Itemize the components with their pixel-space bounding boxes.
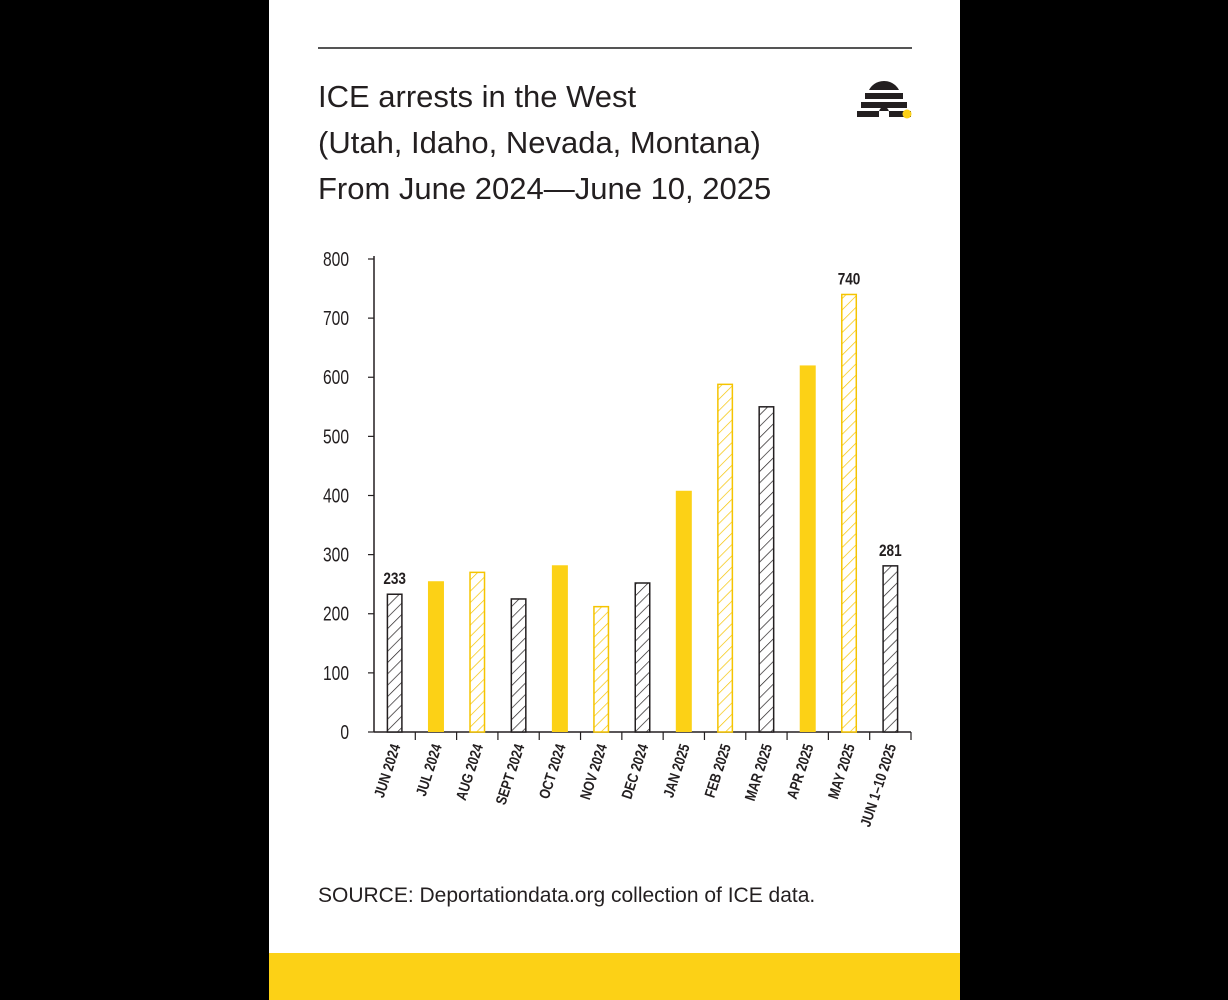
x-tick-label: JUL 2024 — [413, 742, 445, 799]
y-tick-label: 400 — [323, 485, 349, 507]
footer-band — [269, 953, 960, 1000]
x-tick-label: JAN 2025 — [660, 742, 693, 800]
bar — [882, 565, 899, 733]
x-tick-label: SEPT 2024 — [493, 742, 528, 807]
x-tick-label: MAY 2025 — [825, 742, 858, 801]
x-tick-label: AUG 2024 — [453, 742, 487, 803]
bar — [758, 406, 775, 733]
source-note: SOURCE: Deportationdata.org collection o… — [318, 884, 816, 907]
x-tick-label: DEC 2024 — [618, 742, 651, 801]
chart-title: ICE arrests in the West (Utah, Idaho, Ne… — [318, 74, 838, 212]
title-line-3: From June 2024—June 10, 2025 — [318, 171, 772, 206]
bar — [593, 605, 610, 733]
title-line-1: ICE arrests in the West — [318, 79, 637, 114]
beehive-icon — [857, 81, 912, 119]
x-tick-label: JUN 2024 — [371, 742, 404, 800]
x-tick-label: OCT 2024 — [536, 742, 569, 801]
x-tick-label: MAR 2025 — [742, 742, 776, 803]
top-rule — [318, 47, 912, 49]
x-tick-label: APR 2025 — [784, 742, 817, 801]
y-tick-label: 600 — [323, 366, 349, 388]
bar — [675, 490, 692, 732]
bar — [717, 383, 734, 733]
y-tick-label: 700 — [323, 307, 349, 329]
y-tick-label: 100 — [323, 662, 349, 684]
chart-card: ICE arrests in the West (Utah, Idaho, Ne… — [269, 0, 960, 1000]
data-label: 233 — [383, 570, 406, 589]
bar — [634, 582, 651, 733]
y-tick-label: 800 — [323, 248, 349, 270]
bar — [799, 365, 816, 732]
bar — [551, 565, 568, 732]
y-tick-label: 300 — [323, 544, 349, 566]
data-label: 740 — [838, 270, 861, 289]
bar — [510, 598, 527, 733]
bar-chart: 0 100 200 300 400 500 600 700 800 JUN 2024 JUL 20… — [323, 248, 912, 829]
title-line-2: (Utah, Idaho, Nevada, Montana) — [318, 125, 761, 160]
bar — [427, 581, 444, 732]
data-label: 281 — [879, 542, 902, 561]
bar — [841, 293, 858, 733]
y-tick-label: 0 — [340, 721, 349, 743]
x-tick-label: JUN 1–10 2025 — [857, 742, 899, 829]
y-tick-label: 200 — [323, 603, 349, 625]
bar — [469, 571, 486, 733]
x-tick-label: FEB 2025 — [702, 742, 735, 800]
bar — [386, 593, 403, 733]
x-tick-label: NOV 2024 — [577, 742, 610, 802]
y-tick-label: 500 — [323, 426, 349, 448]
